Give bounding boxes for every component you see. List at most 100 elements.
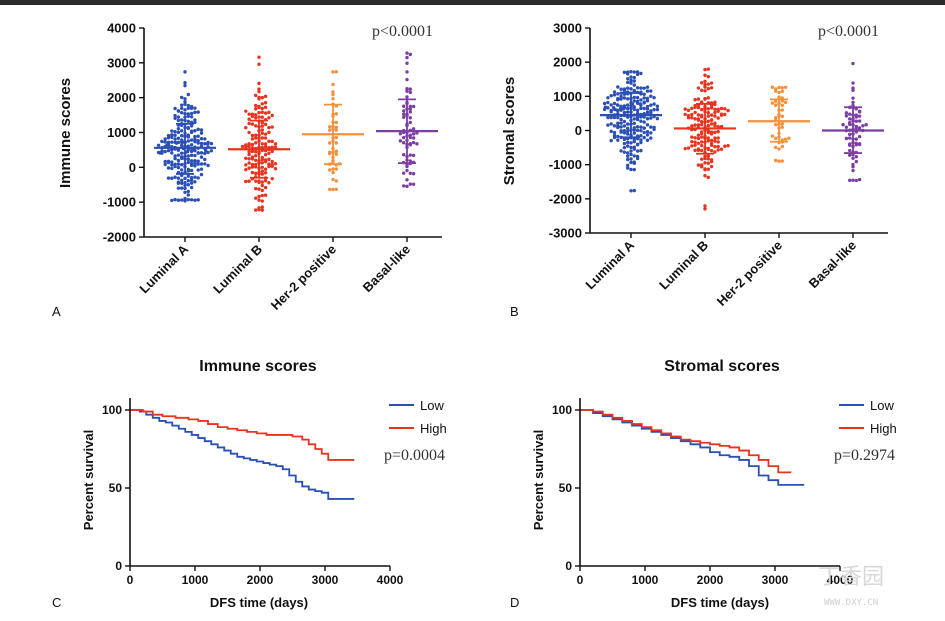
panel-b-dot (645, 123, 650, 127)
panel-a-dot (247, 130, 251, 135)
panel-b-dot (716, 116, 720, 120)
panel-a-dot (183, 70, 187, 74)
panel-b-dot (706, 86, 710, 91)
panel-a-dot (254, 124, 258, 128)
panel-b-dots (602, 61, 868, 211)
panel-a-y-tick-label: 2000 (107, 90, 136, 105)
panel-b-dot (693, 105, 697, 109)
panel-a-dot (257, 97, 261, 101)
panel-a-dot (328, 151, 332, 156)
panel-b-dot (632, 79, 636, 83)
panel-a-dot (180, 156, 184, 161)
panel-b-dot (629, 189, 633, 193)
panel-a-dot (270, 145, 274, 149)
panel-b-dot (719, 147, 724, 151)
panel-a-dot (331, 96, 335, 101)
panel-a-dot (331, 70, 335, 74)
panel-b-y-tick-label: -1000 (549, 157, 582, 172)
panel-a-dot (411, 182, 416, 187)
panel-a-dot (244, 156, 248, 161)
panel-a-dot (254, 116, 258, 120)
panel-c-x-tick-label: 0 (127, 573, 134, 587)
panel-a-dot (193, 164, 197, 168)
panel-b-dot (622, 88, 627, 93)
panel-b-x-tick-label: Luminal A (582, 237, 637, 292)
panel-b-dot (639, 106, 643, 111)
panel-b-dot (706, 67, 710, 71)
panel-a-dot (334, 128, 338, 132)
panel-a-dot (328, 187, 332, 192)
panel-a-dot (176, 186, 181, 190)
panel-b-dot (693, 117, 697, 121)
panel-b-dot (622, 124, 627, 128)
panel-a-dot (163, 140, 167, 144)
panel-b-dot (854, 155, 858, 159)
panel-b-dot (851, 88, 855, 92)
panel-c-y-tick-label: 0 (115, 559, 122, 573)
panel-b-dot (780, 144, 784, 149)
panel-c-curve-low (130, 409, 355, 500)
panel-a-dot (257, 207, 261, 212)
panel-a-dot (189, 106, 194, 110)
panel-b-dot (696, 113, 701, 117)
panel-a-dot (263, 144, 268, 149)
panel-b-dot (639, 138, 643, 142)
panel-b-dot (626, 154, 630, 158)
panel-a-dot (244, 163, 248, 167)
panel-b-dot (639, 92, 643, 96)
panel-b-dot (709, 81, 714, 85)
panel-a-dot (189, 115, 194, 119)
panel-a-dot (176, 176, 181, 180)
panel-b-dot (649, 111, 653, 115)
panel-b-dot (857, 119, 862, 123)
panel-a-dot (331, 90, 335, 94)
panel-b-dot (639, 128, 643, 133)
panel-a-dot (257, 81, 261, 86)
panel-a-dot (247, 117, 251, 121)
panel-b-dot (696, 118, 701, 122)
panel-b-dot (703, 174, 707, 178)
panel-c-label: C (52, 595, 61, 610)
panel-b-dot (626, 132, 630, 136)
panel-a-dot (408, 133, 412, 137)
panel-a-dot (257, 62, 261, 66)
panel-b-dot (645, 117, 650, 121)
panel-a-dot (244, 109, 248, 113)
panel-a-x-tick-label: Her-2 positive (268, 242, 339, 313)
panel-b-dot (629, 141, 633, 145)
panel-a-dot (254, 179, 258, 183)
panel-b-dot (645, 107, 650, 111)
panel-a-dot (260, 165, 264, 169)
panel-a-dot (189, 153, 194, 158)
panel-a-dot (405, 164, 409, 169)
panel-b-dot (635, 70, 640, 74)
panel-b-dot (723, 107, 727, 111)
panel-a-dot (203, 151, 207, 156)
panel-b-dot (645, 138, 650, 142)
panel-b-dot (696, 133, 701, 137)
panel-a-dot (254, 93, 258, 98)
panel-b-dot (612, 101, 617, 106)
panel-b-dot (635, 128, 640, 133)
panel-b-dot (774, 136, 778, 141)
panel-a-dot (402, 141, 406, 145)
panel-b-dot (616, 92, 620, 96)
panel-a-dot (180, 143, 184, 148)
panel-b-dot (606, 96, 610, 100)
panel-c-x-ticks: 0 1000 2000 3000 4000 (127, 566, 404, 587)
panel-a-dot (328, 128, 332, 132)
panel-a-dot (173, 154, 177, 158)
panel-a-dot (176, 198, 181, 202)
panel-a-dot (180, 168, 184, 172)
panel-a-dot (263, 193, 268, 197)
panel-c-x-tick-label: 3000 (312, 573, 339, 587)
panel-a-dot (193, 139, 197, 144)
panel-a-dot (254, 133, 258, 137)
panel-a-dot (254, 136, 258, 140)
panel-a-dot (254, 208, 258, 212)
panel-a-dot (334, 141, 338, 145)
panel-b-mean-sd-bars (600, 92, 884, 155)
panel-a-dot (176, 158, 181, 163)
panel-a-dot (254, 196, 258, 200)
